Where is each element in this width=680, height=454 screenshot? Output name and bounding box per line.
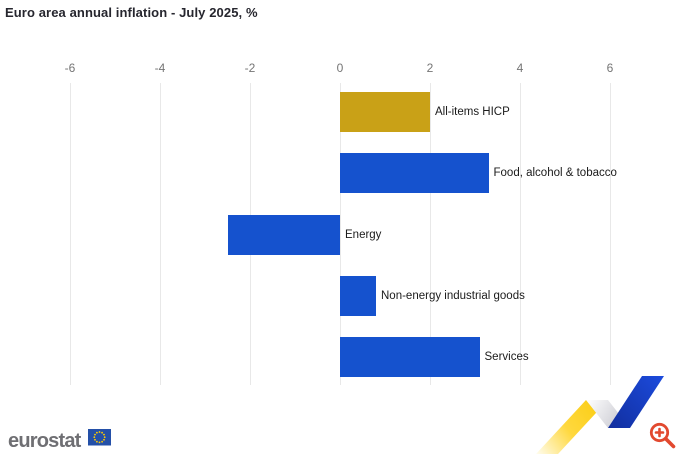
chart-title: Euro area annual inflation - July 2025, … (5, 5, 258, 20)
ribbon-yellow-segment (536, 400, 608, 454)
gridline--4 (159, 83, 161, 385)
eurostat-wordmark: eurostat (8, 430, 81, 452)
x-axis-tick-label: 0 (336, 61, 344, 75)
x-axis-tick-label: -4 (154, 61, 166, 75)
x-axis-tick-label: 2 (426, 61, 434, 75)
bar-label: Non-energy industrial goods (381, 289, 525, 302)
bar-food-alcohol-tobacco (340, 153, 489, 194)
flag-star (96, 440, 98, 443)
zoom-in-icon[interactable] (648, 421, 678, 451)
flag-star (101, 431, 103, 434)
bar-services (340, 337, 480, 377)
flag-star (98, 431, 101, 433)
gridline-6 (609, 83, 611, 385)
flag-star (101, 440, 103, 443)
ribbon-blue-segment (608, 376, 664, 428)
eu-flag-icon (88, 429, 111, 446)
eurostat-ribbon-graphic (536, 376, 664, 454)
bar-all-items-hicp (340, 92, 430, 132)
bar-label: Services (484, 351, 529, 363)
bar-label: Energy (345, 228, 382, 241)
gridline-0 (339, 83, 341, 385)
flag-star (103, 436, 106, 439)
gridline-2 (429, 83, 431, 385)
bar-label: All-items HICP (435, 106, 510, 118)
x-axis-tick-label: 6 (606, 61, 614, 75)
x-axis-tick-label: -2 (244, 61, 256, 75)
flag-star (96, 431, 98, 434)
gridline-4 (519, 83, 521, 385)
flag-star (93, 436, 96, 439)
x-axis-tick-label: -6 (64, 61, 76, 75)
x-axis-tick-label: 4 (516, 61, 524, 75)
bar-non-energy-industrial-goods (340, 275, 376, 316)
bar-label: Food, alcohol & tobacco (493, 167, 617, 180)
flag-star (94, 438, 96, 441)
flag-star (103, 433, 105, 436)
flag-star (94, 433, 96, 436)
gridline--6 (69, 83, 71, 385)
flag-star (98, 441, 101, 444)
bar-energy (227, 214, 340, 255)
flag-star (103, 438, 105, 441)
